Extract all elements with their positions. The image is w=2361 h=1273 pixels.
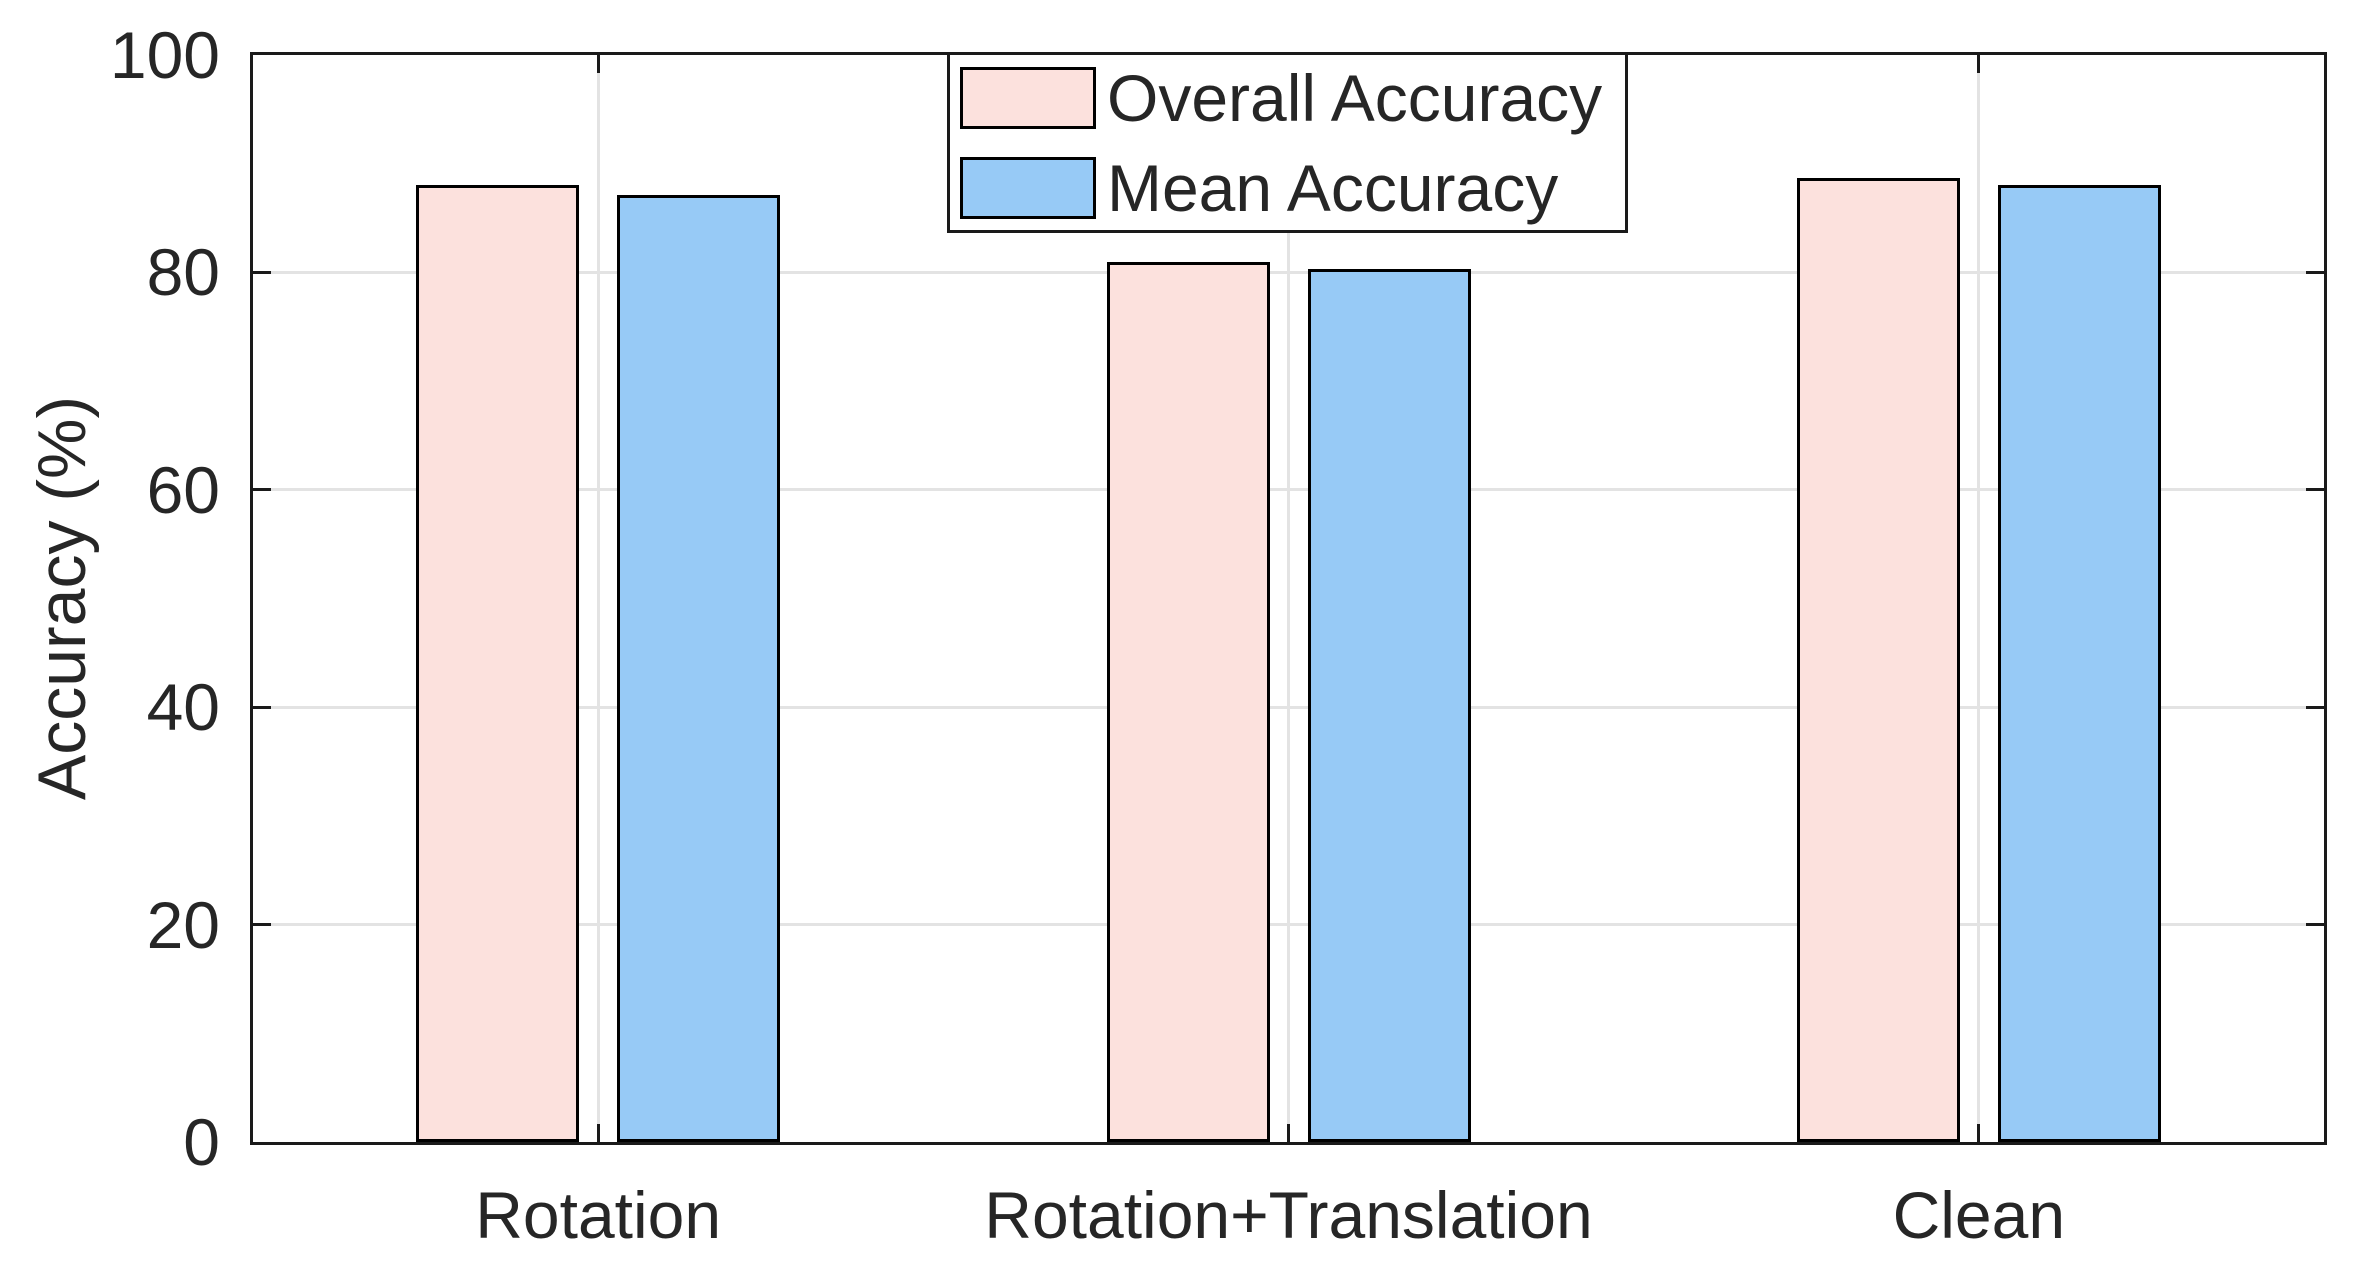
legend: Overall Accuracy Mean Accuracy — [947, 52, 1628, 233]
legend-label: Mean Accuracy — [1107, 150, 1559, 225]
y-axis-tick — [253, 923, 271, 927]
y-axis-tick — [253, 488, 271, 492]
bar-overall-accuracy-clean — [1796, 177, 1960, 1142]
x-category-label-clean: Clean — [1892, 1178, 2066, 1252]
x-gridline — [1977, 55, 1981, 1142]
x-axis-tick — [1977, 1124, 1981, 1142]
x-category-label-rotation-translation: Rotation+Translation — [984, 1178, 1593, 1252]
y-axis-tick — [2306, 705, 2324, 709]
x-gridline — [1287, 55, 1290, 1142]
legend-label: Overall Accuracy — [1107, 60, 1603, 135]
y-tick-label-80: 80 — [146, 235, 220, 310]
x-category-label-rotation: Rotation — [475, 1178, 722, 1252]
y-tick-label-40: 40 — [146, 670, 220, 745]
plot-area — [250, 52, 2327, 1145]
y-axis-tick — [2306, 488, 2324, 492]
x-axis-tick — [1287, 1124, 1290, 1142]
y-axis-tick — [2306, 270, 2324, 274]
y-tick-label-100: 100 — [109, 18, 220, 92]
bar-overall-accuracy-rotation — [416, 185, 580, 1142]
bar-mean-accuracy-rotation — [617, 195, 781, 1142]
bar-overall-accuracy-rotation-translation — [1106, 261, 1270, 1142]
y-axis-tick — [253, 270, 271, 274]
y-tick-label-0: 0 — [183, 1105, 220, 1179]
x-axis-tick — [596, 1124, 600, 1142]
legend-entry: Mean Accuracy — [960, 155, 1625, 221]
y-axis-tick — [2306, 923, 2324, 927]
y-tick-label-20: 20 — [146, 887, 220, 962]
legend-swatch-mean — [960, 156, 1096, 219]
bar-mean-accuracy-clean — [1997, 185, 2161, 1142]
x-axis-tick — [1977, 55, 1981, 73]
x-axis-tick — [596, 55, 600, 73]
legend-entry: Overall Accuracy — [960, 65, 1625, 131]
x-gridline — [596, 55, 600, 1142]
bar-mean-accuracy-rotation-translation — [1307, 269, 1471, 1142]
y-axis-tick — [253, 705, 271, 709]
legend-swatch-overall — [960, 66, 1096, 129]
y-tick-label-60: 60 — [146, 452, 220, 527]
